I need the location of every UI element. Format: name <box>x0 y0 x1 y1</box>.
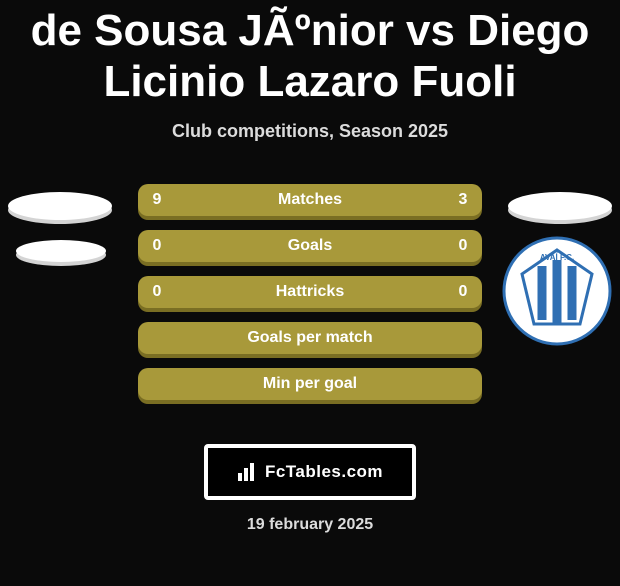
bars-icon <box>237 461 259 483</box>
player-left-marker-2 <box>16 240 106 262</box>
stat-row-min-per-goal: Min per goal <box>138 368 482 400</box>
stats-rows: 9 Matches 3 0 Goals 0 0 Hattricks 0 Goal… <box>138 184 482 400</box>
stat-label: Goals <box>166 237 454 255</box>
footer-logo-text: FcTables.com <box>265 462 383 482</box>
club-badge-right: AVAÍ F.C. <box>502 236 612 346</box>
stat-label: Matches <box>166 191 454 209</box>
stat-label: Hattricks <box>166 283 454 301</box>
stat-right-value: 0 <box>454 237 472 255</box>
stat-left-value: 0 <box>148 237 166 255</box>
stat-row-goals-per-match: Goals per match <box>138 322 482 354</box>
stat-row-goals: 0 Goals 0 <box>138 230 482 262</box>
footer-date: 19 february 2025 <box>0 516 620 534</box>
stat-label: Min per goal <box>166 375 454 393</box>
page-title: de Sousa JÃºnior vs Diego Licinio Lazaro… <box>0 6 620 107</box>
stat-left-value: 0 <box>148 283 166 301</box>
stat-row-hattricks: 0 Hattricks 0 <box>138 276 482 308</box>
player-left-marker-1 <box>8 192 112 220</box>
stat-left-value: 9 <box>148 191 166 209</box>
stat-row-matches: 9 Matches 3 <box>138 184 482 216</box>
footer-logo: FcTables.com <box>204 444 416 500</box>
stats-panel: AVAÍ F.C. 9 Matches 3 0 Goals 0 0 Hattri… <box>0 184 620 424</box>
svg-text:AVAÍ F.C.: AVAÍ F.C. <box>540 253 574 262</box>
stat-right-value: 0 <box>454 283 472 301</box>
player-right-marker-1 <box>508 192 612 220</box>
subtitle: Club competitions, Season 2025 <box>0 121 620 142</box>
stat-right-value: 3 <box>454 191 472 209</box>
stat-label: Goals per match <box>166 329 454 347</box>
